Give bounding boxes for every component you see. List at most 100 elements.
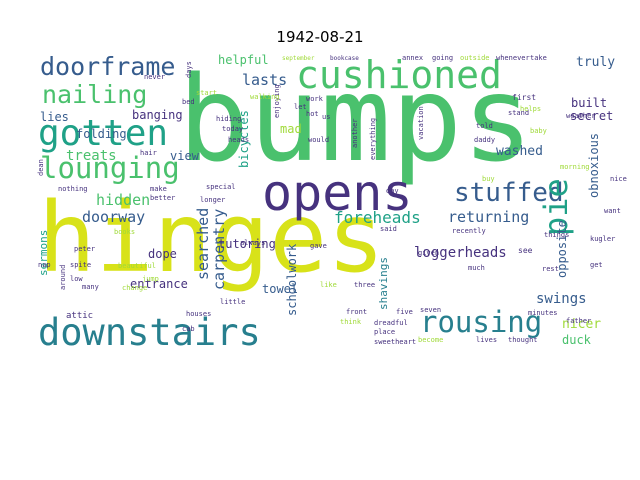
cloud-word: make (150, 185, 167, 193)
cloud-word: truly (576, 55, 616, 70)
cloud-word: low (70, 275, 83, 283)
cloud-word: doorway (82, 208, 146, 226)
cloud-word: stuffed (454, 178, 564, 208)
cloud-title: 1942-08-21 (276, 28, 364, 46)
cloud-word: daddy (474, 136, 496, 144)
cloud-word: rousing (420, 305, 543, 339)
cloud-word: hot (306, 110, 319, 118)
cloud-word: helps (520, 105, 542, 113)
cloud-word: helpful (218, 53, 269, 67)
cloud-word: jump (142, 275, 159, 283)
cloud-word: tutoring (218, 237, 276, 251)
cloud-word: folding (76, 127, 127, 141)
cloud-word: three (354, 281, 376, 289)
cloud-word: longer (200, 196, 226, 204)
cloud-word: sweetheart (374, 338, 417, 346)
cloud-word: dreadful (374, 319, 408, 327)
cloud-word: minutes (528, 309, 558, 317)
cloud-word: buy (482, 175, 495, 183)
cloud-word: opens (262, 164, 413, 222)
cloud-word: stand (508, 109, 530, 117)
cloud-word: towel (262, 282, 299, 296)
cloud-word: lasts (242, 71, 288, 89)
cloud-word: place (374, 328, 396, 336)
cloud-word: hiding (216, 115, 242, 123)
cloud-word: start (196, 89, 218, 97)
cloud-word: attic (66, 311, 94, 321)
cloud-word: foreheads (334, 208, 421, 227)
cloud-word: banging (132, 108, 183, 122)
cloud-word: dope (148, 247, 177, 261)
cloud-word: told (476, 122, 493, 130)
cloud-word: everything (369, 117, 377, 160)
cloud-word: baby (530, 127, 547, 135)
cloud-word: around (59, 264, 67, 290)
cloud-word: first (512, 93, 537, 102)
cloud-word: weather (566, 112, 596, 120)
cloud-word: heads (228, 136, 250, 144)
cloud-word: searched (194, 207, 212, 280)
cloud-word: lounging (40, 151, 180, 185)
cloud-word: us (322, 113, 331, 121)
cloud-word: always (240, 239, 266, 247)
cloud-word: beautiful (118, 262, 156, 270)
cloud-word: built (571, 96, 608, 110)
cloud-word: days (185, 61, 193, 78)
cloud-word: september (282, 55, 315, 62)
cloud-word: mad (280, 122, 302, 136)
cloud-word: entrance (130, 277, 188, 291)
cloud-word: doorframe (40, 52, 176, 81)
cloud-word: recently (452, 227, 486, 235)
cloud-word: treats (66, 148, 117, 164)
cloud-word: enjoying (273, 84, 281, 118)
cloud-word: special (206, 183, 236, 191)
cloud-word: swings (536, 291, 587, 307)
cloud-word: let (294, 103, 307, 111)
cloud-word: bookcase (330, 55, 359, 62)
cloud-word: become (418, 336, 444, 344)
cloud-word: obnoxious (587, 132, 601, 198)
cloud-word: little (220, 298, 246, 306)
cloud-word: see (518, 246, 533, 255)
cloud-word: lives (476, 336, 498, 344)
cloud-word: schoolwork (285, 243, 299, 316)
cloud-word: sermons (37, 229, 50, 276)
cloud-word: spite (70, 261, 92, 269)
cloud-word: cab (182, 325, 195, 333)
cloud-word: another (351, 118, 359, 148)
cloud-word: would (308, 136, 330, 144)
cloud-word: nap (38, 261, 51, 269)
cloud-word: five (396, 308, 413, 316)
cloud-word: cushioned (296, 53, 502, 97)
cloud-word: going (432, 54, 454, 62)
cloud-word: given (418, 249, 440, 257)
cloud-word: rest (542, 265, 559, 273)
cloud-word: gave (310, 242, 327, 250)
cloud-word: front (346, 308, 368, 316)
cloud-word: father (566, 317, 592, 325)
cloud-word: downstairs (38, 311, 261, 354)
cloud-word: bed (182, 98, 195, 106)
cloud-word: secret (570, 109, 614, 123)
cloud-word: better (150, 194, 176, 202)
cloud-word: nothing (58, 185, 88, 193)
cloud-word: peter (74, 245, 96, 253)
cloud-word: never (144, 73, 166, 81)
cloud-word: whenever (496, 54, 530, 62)
cloud-word: thought (508, 336, 538, 344)
cloud-word: annex (402, 54, 424, 62)
cloud-word: houses (186, 310, 212, 318)
cloud-word: many (82, 283, 99, 291)
cloud-word: things (544, 231, 570, 239)
cloud-word: work (306, 95, 323, 103)
cloud-word: want (604, 207, 621, 215)
cloud-word: walking (250, 93, 280, 101)
cloud-word: lies (40, 110, 69, 124)
cloud-word: duck (562, 333, 591, 347)
cloud-word: get (590, 261, 603, 269)
cloud-word: vacation (417, 106, 425, 140)
cloud-word: much (468, 264, 485, 272)
cloud-word: change (122, 284, 148, 292)
cloud-word: hair (140, 149, 157, 157)
cloud-word: returning (448, 208, 530, 226)
